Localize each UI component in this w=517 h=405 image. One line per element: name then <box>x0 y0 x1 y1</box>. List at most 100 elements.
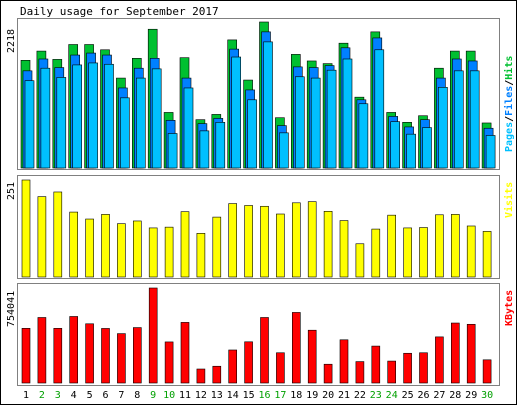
kbytes-bar <box>307 329 317 384</box>
pages-bar <box>485 135 496 169</box>
day-label: 13 <box>211 390 223 401</box>
day-label: 18 <box>290 390 302 401</box>
pages-bar <box>453 70 464 169</box>
hits-legend-part: / <box>504 116 515 122</box>
day-label: 17 <box>274 390 286 401</box>
pages-bar <box>342 58 353 169</box>
kbytes-bar <box>212 365 222 384</box>
pages-bar <box>374 49 385 169</box>
kbytes-bar <box>482 359 492 384</box>
pages-bar <box>231 56 241 169</box>
day-label: 15 <box>243 390 255 401</box>
visits-bar <box>450 214 460 278</box>
kbytes-bar <box>133 327 142 384</box>
kbytes-bar <box>291 312 301 384</box>
day-label: 29 <box>465 390 477 401</box>
hits-legend-part: Hits <box>503 56 515 80</box>
kbytes-bar <box>196 368 206 384</box>
day-label: 19 <box>306 390 318 401</box>
visits-bar <box>133 220 142 278</box>
pages-bar <box>310 77 321 169</box>
visits-panel-frame <box>17 175 500 279</box>
kbytes-bar <box>435 336 444 384</box>
visits-bar <box>419 227 428 278</box>
day-label: 20 <box>322 390 334 401</box>
kbytes-bar <box>355 361 365 384</box>
kbytes-bar <box>164 341 174 384</box>
day-label: 5 <box>87 390 93 401</box>
visits-bar <box>244 205 253 278</box>
visits-panel: 251 Visits <box>6 175 515 279</box>
visits-bar <box>260 205 269 278</box>
pages-bar <box>104 63 114 169</box>
day-label: 8 <box>134 390 140 401</box>
visits-bar <box>117 223 126 278</box>
day-label: 28 <box>449 390 461 401</box>
day-label: 26 <box>417 390 429 401</box>
visits-bar <box>164 226 174 278</box>
visits-bar <box>180 211 190 278</box>
pages-bar <box>88 62 98 169</box>
pages-bar <box>358 103 369 169</box>
visits-bar <box>307 201 317 278</box>
pages-bar <box>72 64 82 169</box>
kbytes-bar <box>323 363 333 384</box>
hits-legend-part: Files <box>503 86 515 116</box>
visits-bar <box>212 216 222 278</box>
day-labels: 1 2 3 4 5 6 7 8 9 10 11 12 13 14 15 16 17 18 19 20 21 22 23 24 2… <box>23 390 493 401</box>
pages-bar <box>263 41 273 169</box>
hits-legend: Pages/Files/Hits <box>503 56 515 152</box>
kbytes-panel-frame <box>17 283 500 386</box>
chart-title: Daily usage for September 2017 <box>20 5 219 18</box>
kbytes-bar <box>387 360 397 384</box>
kbytes-bar <box>371 345 381 384</box>
kbytes-bar <box>180 322 190 384</box>
visits-bar <box>371 228 381 278</box>
kbytes-bar <box>260 317 269 384</box>
visits-bar <box>53 191 63 278</box>
kbytes-legend-part: KBytes <box>504 290 515 326</box>
day-label: 4 <box>71 390 77 401</box>
visits-legend-part: Visits <box>503 182 515 218</box>
visits-bar <box>403 227 412 278</box>
visits-bar <box>435 214 444 278</box>
kbytes-bar <box>339 339 349 384</box>
day-label: 9 <box>150 390 156 401</box>
visits-bar <box>387 214 397 278</box>
pages-bar <box>199 130 210 169</box>
pages-bar <box>151 68 162 169</box>
day-label: 12 <box>195 390 207 401</box>
day-label: 23 <box>370 390 382 401</box>
visits-bar <box>291 202 301 278</box>
day-label: 24 <box>386 390 398 401</box>
kbytes-bar <box>53 328 63 384</box>
kbytes-legend: KBytes <box>504 290 515 326</box>
hits-legend-part: / <box>504 80 515 86</box>
pages-bar <box>120 97 130 169</box>
pages-bar <box>183 87 194 169</box>
pages-bar <box>422 127 432 169</box>
kbytes-panel: 754041 KBytes <box>6 283 515 386</box>
day-label: 1 <box>23 390 29 401</box>
day-label: 25 <box>402 390 414 401</box>
visits-bar <box>69 211 78 278</box>
hits-ymax-label: 2218 <box>6 29 17 53</box>
kbytes-bar <box>117 333 126 384</box>
pages-bar <box>469 70 480 169</box>
day-label: 30 <box>481 390 493 401</box>
pages-bar <box>56 77 67 169</box>
visits-bar <box>276 213 285 278</box>
day-label: 2 <box>39 390 45 401</box>
pages-bar <box>247 99 257 169</box>
visits-bar <box>85 218 94 278</box>
day-label: 6 <box>102 390 108 401</box>
day-label: 3 <box>55 390 61 401</box>
day-label: 21 <box>338 390 350 401</box>
pages-bar <box>40 67 51 169</box>
kbytes-bar <box>69 316 78 384</box>
kbytes-bar <box>228 349 237 384</box>
visits-bar <box>21 179 31 278</box>
kbytes-bar <box>450 322 460 384</box>
day-label: 27 <box>433 390 445 401</box>
